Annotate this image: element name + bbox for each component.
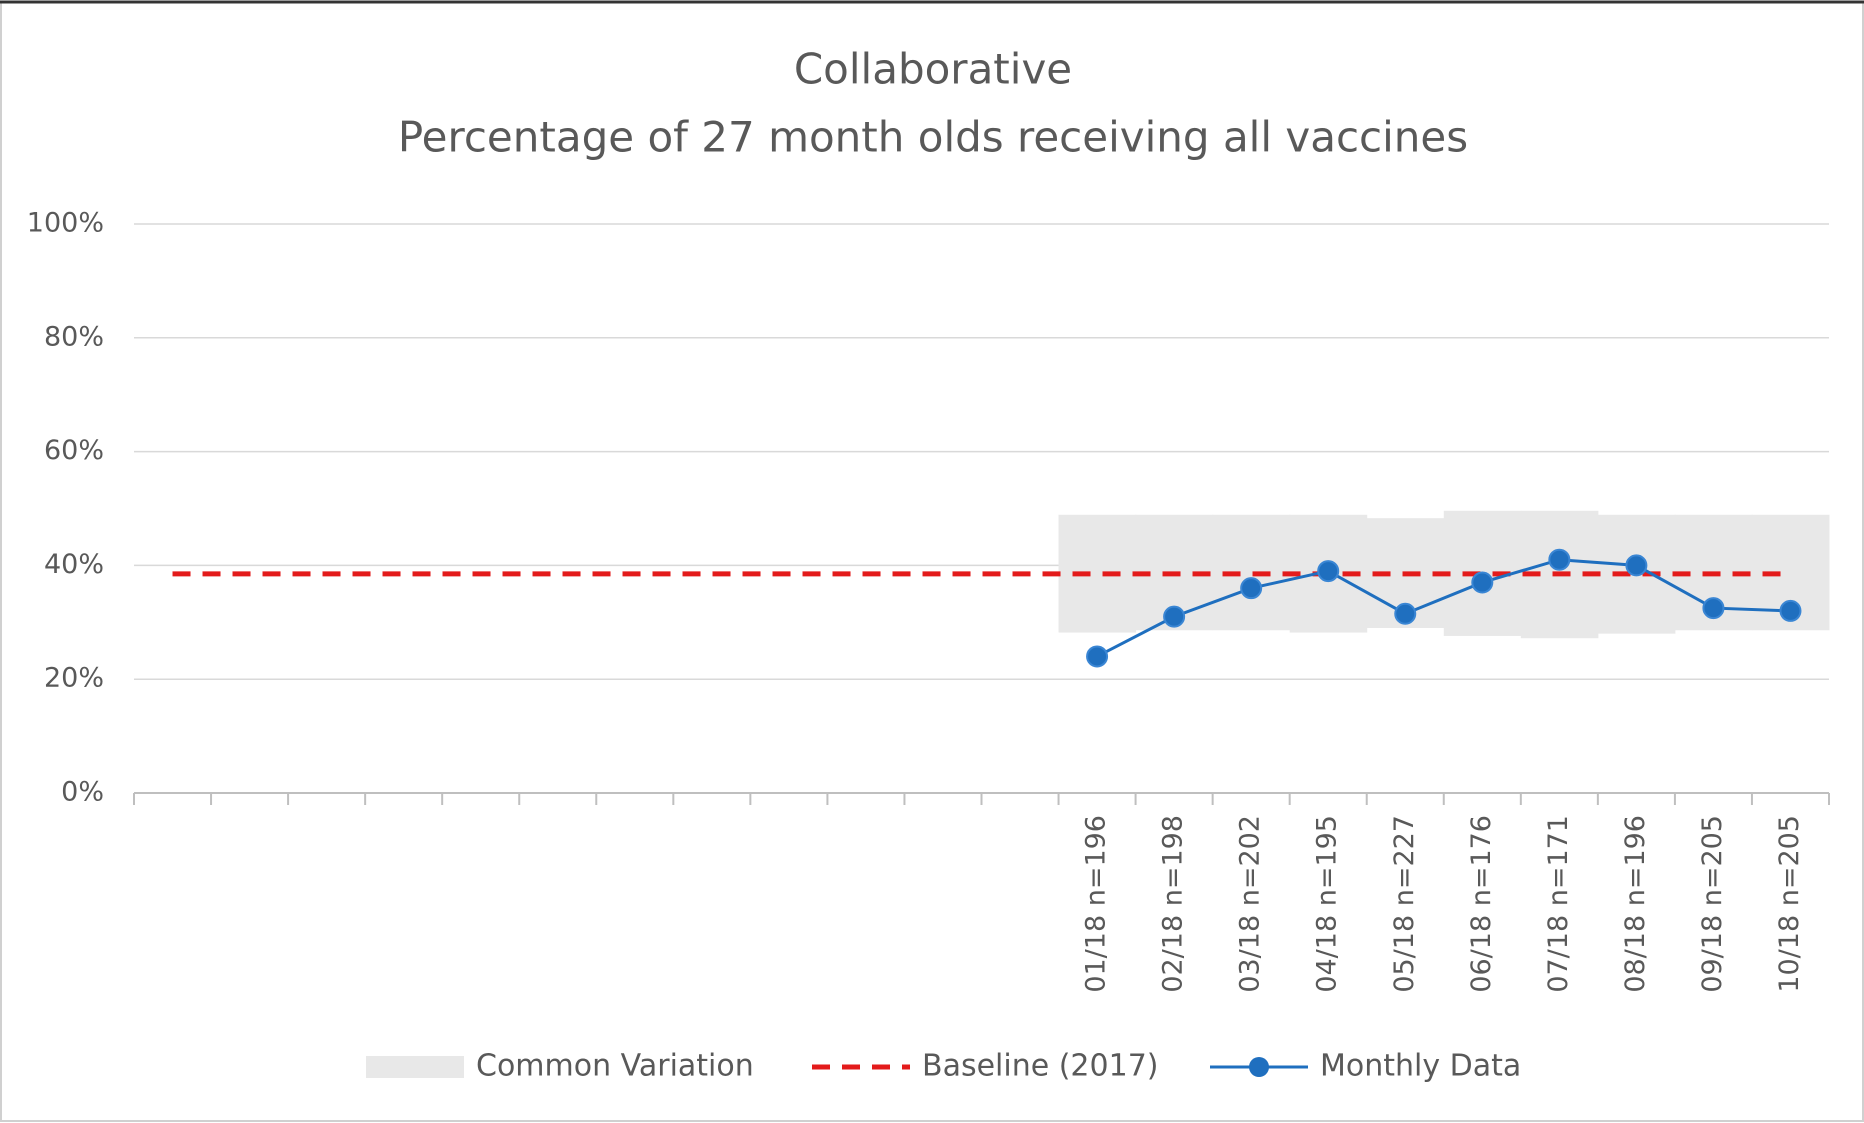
data-point (1548, 548, 1571, 571)
x-tick-label: 07/18 n=171 (1543, 815, 1574, 993)
y-tick-label: 60% (44, 435, 104, 466)
x-tick-label: 09/18 n=205 (1697, 815, 1728, 993)
x-tick-label: 05/18 n=227 (1389, 815, 1420, 993)
x-tick-label: 03/18 n=202 (1235, 815, 1266, 993)
legend-swatch (366, 1056, 464, 1078)
data-point (1702, 597, 1725, 620)
y-tick-label: 20% (44, 663, 104, 694)
legend-label: Baseline (2017) (922, 1049, 1158, 1084)
variation-band (1058, 514, 1137, 633)
data-point (1394, 602, 1417, 625)
data-point (1471, 571, 1494, 594)
legend-label: Monthly Data (1320, 1049, 1521, 1084)
data-point (1086, 645, 1109, 668)
legend-marker (1249, 1057, 1269, 1077)
x-tick-label: 02/18 n=198 (1158, 815, 1189, 993)
y-tick-label: 40% (44, 549, 104, 580)
chart-subtitle: Percentage of 27 month olds receiving al… (398, 113, 1468, 162)
x-tick-label: 04/18 n=195 (1312, 815, 1343, 993)
legend-label: Common Variation (476, 1049, 754, 1084)
data-point (1625, 554, 1648, 577)
x-tick-label: 08/18 n=196 (1620, 815, 1651, 993)
chart-title: Collaborative (794, 45, 1072, 94)
y-tick-label: 80% (44, 321, 104, 352)
y-tick-label: 100% (27, 208, 104, 239)
data-point (1317, 560, 1340, 583)
data-point (1779, 599, 1802, 622)
data-point (1240, 577, 1263, 600)
data-point (1163, 605, 1186, 628)
data-line (1096, 558, 1791, 658)
x-tick-label: 10/18 n=205 (1774, 815, 1805, 993)
x-tick-label: 06/18 n=176 (1466, 815, 1497, 993)
y-tick-label: 0% (61, 777, 104, 808)
x-tick-label: 01/18 n=196 (1081, 815, 1112, 993)
